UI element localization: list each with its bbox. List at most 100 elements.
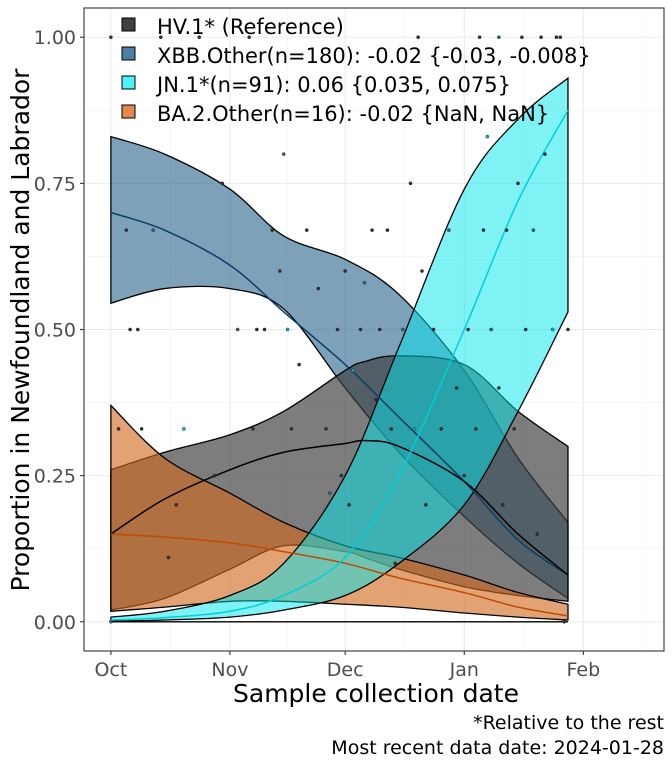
- data-point: [489, 327, 493, 332]
- data-point: [135, 327, 140, 332]
- data-point: [220, 181, 225, 186]
- confidence-bands: [110, 76, 569, 622]
- fit-lines: [110, 109, 569, 623]
- data-point: [420, 269, 424, 273]
- data-point: [197, 35, 202, 40]
- data-point: [281, 152, 286, 156]
- data-point: [285, 327, 290, 332]
- data-point: [562, 619, 566, 624]
- data-point: [504, 228, 509, 232]
- data-point: [408, 181, 413, 186]
- data-point: [124, 228, 129, 232]
- data-point: [473, 427, 478, 431]
- data-point: [262, 327, 267, 332]
- data-point: [431, 327, 436, 332]
- legend-label: HV.1* (Reference): [157, 15, 344, 39]
- legend: HV.1* (Reference) XBB.Other(n=180): -0.02…: [121, 15, 591, 126]
- data-point: [139, 427, 144, 431]
- legend-key: [121, 17, 136, 32]
- data-point: [416, 35, 420, 40]
- footnote-relative: *Relative to the rest: [473, 712, 664, 734]
- data-point: [377, 327, 382, 332]
- observed-points: [109, 35, 570, 624]
- fit-line: [110, 439, 569, 576]
- data-point: [539, 35, 543, 40]
- legend-label: JN.1*(n=91): 0.06 {0.035, 0.075}: [155, 73, 511, 97]
- axes: 0.00 0.25 0.50 0.75 1.00 Oct Nov Dec Jan Feb: [34, 7, 665, 681]
- data-point: [304, 228, 309, 232]
- data-point: [385, 228, 390, 232]
- data-point: [520, 35, 524, 40]
- data-point: [289, 427, 294, 431]
- data-point: [362, 280, 367, 285]
- data-point: [512, 427, 516, 431]
- data-point: [297, 362, 301, 367]
- legend-key: [121, 46, 136, 61]
- data-point: [166, 555, 171, 560]
- x-tick-label: Oct: [94, 659, 127, 681]
- data-point: [347, 503, 351, 507]
- data-point: [255, 327, 259, 332]
- data-point: [151, 228, 155, 232]
- data-point: [370, 228, 374, 232]
- y-tick-label: 0.00: [34, 612, 76, 634]
- y-tick-label: 0.50: [34, 320, 76, 342]
- confidence-band: [110, 76, 569, 622]
- data-point: [497, 386, 501, 390]
- data-point: [535, 532, 540, 536]
- legend-label: XBB.Other(n=180): -0.02 {-0.03, -0.008}: [157, 44, 591, 68]
- data-point: [424, 503, 428, 507]
- data-point: [358, 327, 363, 332]
- data-point: [247, 35, 251, 40]
- x-tick-label: Feb: [567, 659, 601, 681]
- y-tick-label: 1.00: [34, 27, 76, 49]
- data-point: [481, 228, 486, 232]
- data-point: [324, 427, 328, 431]
- fit-line: [110, 533, 569, 617]
- data-point: [251, 427, 255, 431]
- x-tick-label: Nov: [211, 659, 248, 681]
- data-point: [316, 286, 321, 291]
- y-tick-label: 0.25: [34, 466, 76, 488]
- data-point: [412, 427, 417, 431]
- data-point: [497, 35, 501, 40]
- data-point: [128, 327, 132, 332]
- data-point: [523, 327, 528, 332]
- data-point: [109, 35, 113, 40]
- data-point: [454, 386, 459, 390]
- data-point: [116, 427, 121, 431]
- data-point: [516, 181, 520, 186]
- data-point: [335, 327, 340, 332]
- data-point: [328, 491, 332, 495]
- data-point: [531, 228, 536, 232]
- legend-key: [121, 75, 136, 90]
- x-tick-label: Dec: [327, 659, 364, 681]
- data-point: [235, 327, 240, 332]
- data-point: [343, 269, 347, 273]
- data-point: [566, 327, 570, 332]
- data-point: [351, 368, 355, 373]
- data-point: [182, 427, 186, 431]
- y-tick-label: 0.75: [34, 173, 76, 195]
- data-point: [401, 327, 405, 332]
- data-point: [212, 473, 217, 478]
- data-point: [550, 327, 555, 332]
- data-point: [339, 473, 344, 478]
- x-tick-label: Jan: [449, 659, 479, 681]
- fit-line: [110, 109, 569, 621]
- data-point: [554, 35, 559, 40]
- data-point: [389, 427, 394, 431]
- data-point: [543, 152, 547, 156]
- legend-key: [121, 104, 136, 119]
- data-point: [270, 228, 275, 232]
- data-point: [477, 35, 482, 40]
- data-point: [558, 35, 563, 40]
- legend-label: BA.2.Other(n=16): -0.02 {NaN, NaN}: [157, 102, 549, 126]
- data-point: [374, 397, 378, 402]
- data-point: [485, 134, 490, 139]
- data-point: [278, 269, 282, 273]
- data-point: [466, 327, 470, 332]
- data-point: [159, 35, 163, 40]
